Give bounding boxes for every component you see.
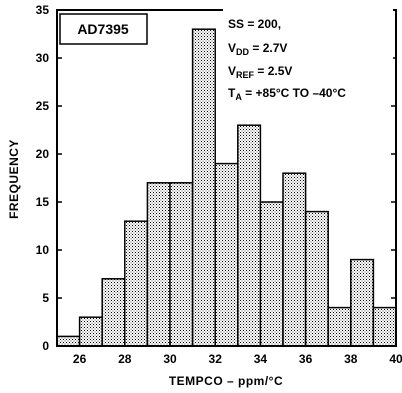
histogram-bar bbox=[237, 124, 262, 347]
histogram-bar bbox=[304, 210, 329, 347]
y-tick-label: 15 bbox=[36, 195, 50, 209]
histogram-bar bbox=[327, 306, 352, 347]
histogram-bar bbox=[101, 278, 126, 347]
y-tick-label: 5 bbox=[42, 291, 49, 305]
histogram-bar bbox=[169, 182, 194, 347]
x-tick-label: 36 bbox=[299, 352, 313, 366]
annotation-line-2: VDD = 2.7V bbox=[228, 41, 287, 57]
x-axis-title: TEMPCO – ppm/°C bbox=[169, 374, 283, 388]
x-tick-label: 34 bbox=[254, 352, 268, 366]
x-tick-label: 40 bbox=[389, 352, 402, 366]
x-tick-labels: 26 28 30 32 34 36 38 40 bbox=[73, 352, 402, 366]
histogram-bar bbox=[56, 335, 81, 347]
histogram-bar bbox=[282, 172, 307, 347]
y-tick-label: 10 bbox=[36, 243, 50, 257]
x-tick-label: 38 bbox=[344, 352, 358, 366]
x-tick-label: 30 bbox=[163, 352, 177, 366]
histogram-bar bbox=[259, 201, 284, 347]
conditions-annotation: SS = 200, VDD = 2.7V VREF = 2.5V TA = +8… bbox=[223, 9, 393, 103]
annotation-line-4: TA = +85°C TO –40°C bbox=[228, 86, 346, 102]
histogram-bar bbox=[124, 220, 149, 347]
y-tick-label: 20 bbox=[36, 147, 50, 161]
part-label: AD7395 bbox=[77, 21, 129, 37]
y-axis-title: FREQUENCY bbox=[7, 139, 21, 219]
y-tick-label: 30 bbox=[36, 51, 50, 65]
annotation-line-1: SS = 200, bbox=[228, 17, 281, 31]
histogram-bar bbox=[191, 28, 216, 347]
histogram-bar bbox=[146, 182, 171, 347]
x-tick-label: 32 bbox=[209, 352, 223, 366]
histogram-bar bbox=[78, 316, 103, 347]
annotation-box bbox=[223, 9, 393, 103]
y-tick-label: 0 bbox=[42, 339, 49, 353]
annotation-line-3: VREF = 2.5V bbox=[228, 64, 292, 80]
x-tick-label: 28 bbox=[118, 352, 132, 366]
x-tick-label: 26 bbox=[73, 352, 87, 366]
y-tick-label: 35 bbox=[36, 3, 50, 17]
histogram-bar bbox=[372, 306, 397, 347]
histogram-bar bbox=[350, 258, 375, 347]
bars-group bbox=[56, 28, 397, 347]
y-tick-labels: 0 5 10 15 20 25 30 35 bbox=[36, 3, 50, 353]
histogram-bar bbox=[214, 162, 239, 347]
part-label-box bbox=[59, 13, 148, 45]
y-tick-label: 25 bbox=[36, 99, 50, 113]
